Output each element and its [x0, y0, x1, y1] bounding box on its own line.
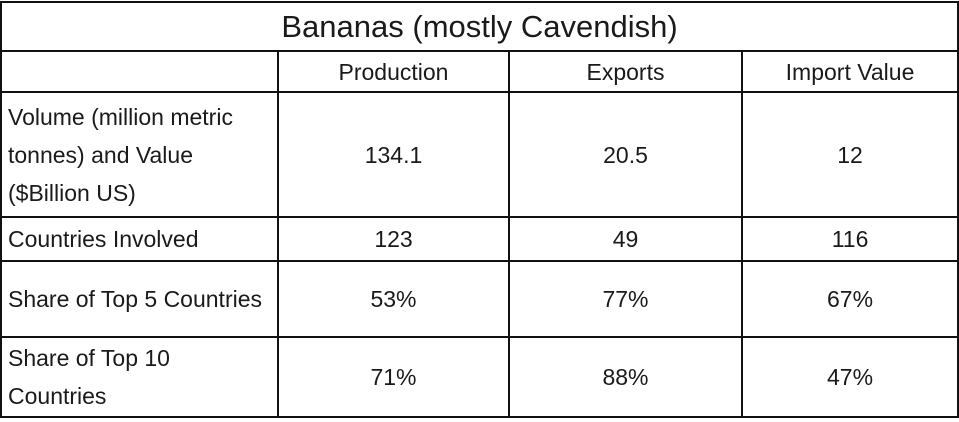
header-import-value: Import Value: [740, 50, 959, 93]
row-label: Share of Top 5 Countries: [0, 260, 279, 338]
header-empty: [0, 50, 279, 93]
cell-import-value: 12: [740, 91, 959, 218]
cell-exports: 77%: [508, 260, 743, 338]
table-row: Share of Top 5 Countries 53% 77% 67%: [0, 260, 959, 338]
cell-import-value: 67%: [740, 260, 959, 338]
header-production: Production: [277, 50, 510, 93]
cell-import-value: 47%: [740, 336, 959, 418]
title-row: Bananas (mostly Cavendish): [0, 1, 959, 52]
cell-production: 53%: [277, 260, 510, 338]
table-row: Share of Top 10 Countries 71% 88% 47%: [0, 336, 959, 418]
table-row: Volume (million metric tonnes) and Value…: [0, 91, 959, 218]
header-exports: Exports: [508, 50, 743, 93]
cell-production: 71%: [277, 336, 510, 418]
table-row: Countries Involved 123 49 116: [0, 216, 959, 262]
cell-exports: 49: [508, 216, 743, 262]
row-label: Countries Involved: [0, 216, 279, 262]
cell-exports: 20.5: [508, 91, 743, 218]
header-row: Production Exports Import Value: [0, 50, 959, 93]
cell-production: 134.1: [277, 91, 510, 218]
cell-production: 123: [277, 216, 510, 262]
row-label: Share of Top 10 Countries: [0, 336, 279, 418]
table-title: Bananas (mostly Cavendish): [0, 1, 959, 52]
cell-exports: 88%: [508, 336, 743, 418]
row-label: Volume (million metric tonnes) and Value…: [0, 91, 279, 218]
cell-import-value: 116: [740, 216, 959, 262]
